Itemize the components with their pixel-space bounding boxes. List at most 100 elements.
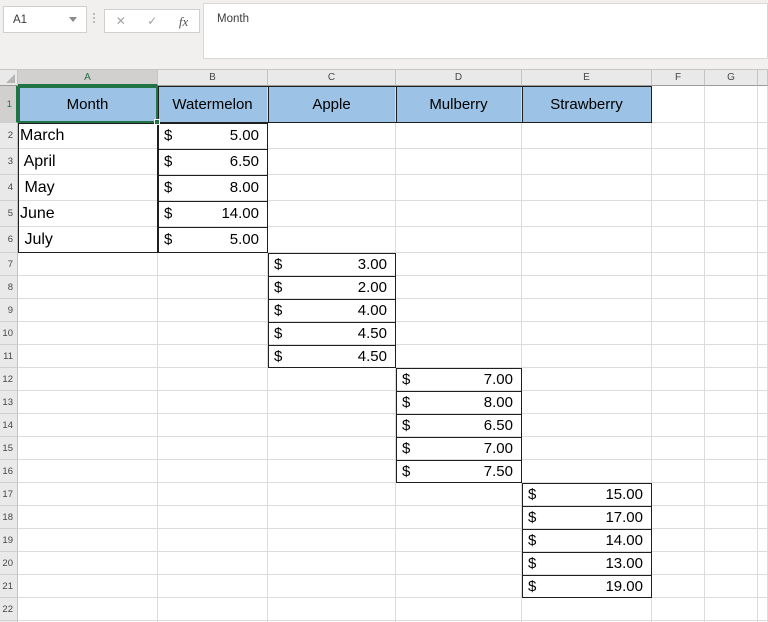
cell-A9[interactable] (18, 299, 158, 322)
column-header-C[interactable]: C (268, 70, 396, 86)
cell-partial-10[interactable] (758, 322, 768, 345)
cell-G2[interactable] (705, 123, 758, 149)
cell-D5[interactable] (396, 201, 522, 227)
cell-C11[interactable]: $4.50 (268, 345, 396, 368)
cell-G17[interactable] (705, 483, 758, 506)
cell-partial-16[interactable] (758, 460, 768, 483)
cell-F2[interactable] (652, 123, 705, 149)
cell-partial-6[interactable] (758, 227, 768, 253)
cell-A12[interactable] (18, 368, 158, 391)
cell-F22[interactable] (652, 598, 705, 621)
cell-E18[interactable]: $17.00 (522, 506, 652, 529)
cell-G9[interactable] (705, 299, 758, 322)
cell-F18[interactable] (652, 506, 705, 529)
cell-D8[interactable] (396, 276, 522, 299)
cell-A3[interactable]: April (18, 149, 158, 175)
cell-C15[interactable] (268, 437, 396, 460)
cell-B18[interactable] (158, 506, 268, 529)
cell-B17[interactable] (158, 483, 268, 506)
cell-G6[interactable] (705, 227, 758, 253)
cancel-icon[interactable]: ✕ (115, 14, 126, 28)
row-header-7[interactable]: 7 (0, 253, 18, 276)
row-header-1[interactable]: 1 (0, 86, 18, 123)
cell-C14[interactable] (268, 414, 396, 437)
cell-partial-18[interactable] (758, 506, 768, 529)
cell-D9[interactable] (396, 299, 522, 322)
column-header-E[interactable]: E (522, 70, 652, 86)
cell-partial-5[interactable] (758, 201, 768, 227)
cell-D12[interactable]: $7.00 (396, 368, 522, 391)
cell-E22[interactable] (522, 598, 652, 621)
cell-C13[interactable] (268, 391, 396, 414)
cell-partial-8[interactable] (758, 276, 768, 299)
column-header-B[interactable]: B (158, 70, 268, 86)
row-header-21[interactable]: 21 (0, 575, 18, 598)
cell-E9[interactable] (522, 299, 652, 322)
cell-C4[interactable] (268, 175, 396, 201)
cell-D18[interactable] (396, 506, 522, 529)
cell-C16[interactable] (268, 460, 396, 483)
cell-B15[interactable] (158, 437, 268, 460)
cell-G19[interactable] (705, 529, 758, 552)
cell-partial-11[interactable] (758, 345, 768, 368)
cell-C12[interactable] (268, 368, 396, 391)
formula-bar-input[interactable]: Month (203, 3, 768, 59)
cell-partial-19[interactable] (758, 529, 768, 552)
cell-B14[interactable] (158, 414, 268, 437)
cell-E14[interactable] (522, 414, 652, 437)
cell-A11[interactable] (18, 345, 158, 368)
cell-D20[interactable] (396, 552, 522, 575)
cell-D22[interactable] (396, 598, 522, 621)
row-header-3[interactable]: 3 (0, 149, 18, 175)
cell-A21[interactable] (18, 575, 158, 598)
cell-C19[interactable] (268, 529, 396, 552)
cell-B7[interactable] (158, 253, 268, 276)
cell-D11[interactable] (396, 345, 522, 368)
name-box[interactable]: A1 (3, 6, 87, 33)
cell-F6[interactable] (652, 227, 705, 253)
row-header-20[interactable]: 20 (0, 552, 18, 575)
cell-F5[interactable] (652, 201, 705, 227)
row-header-19[interactable]: 19 (0, 529, 18, 552)
cell-D1[interactable]: Mulberry (396, 86, 522, 123)
row-header-13[interactable]: 13 (0, 391, 18, 414)
cell-A17[interactable] (18, 483, 158, 506)
cell-D10[interactable] (396, 322, 522, 345)
cell-G14[interactable] (705, 414, 758, 437)
cell-A8[interactable] (18, 276, 158, 299)
cell-C6[interactable] (268, 227, 396, 253)
row-header-9[interactable]: 9 (0, 299, 18, 322)
cell-D17[interactable] (396, 483, 522, 506)
cell-F10[interactable] (652, 322, 705, 345)
cell-G8[interactable] (705, 276, 758, 299)
cell-B8[interactable] (158, 276, 268, 299)
cell-A6[interactable]: July (18, 227, 158, 253)
cell-C3[interactable] (268, 149, 396, 175)
cell-G1[interactable] (705, 86, 758, 123)
cell-B20[interactable] (158, 552, 268, 575)
row-header-8[interactable]: 8 (0, 276, 18, 299)
cell-D21[interactable] (396, 575, 522, 598)
cell-G3[interactable] (705, 149, 758, 175)
cell-G22[interactable] (705, 598, 758, 621)
cell-E8[interactable] (522, 276, 652, 299)
cell-F21[interactable] (652, 575, 705, 598)
column-header-A[interactable]: A (18, 70, 158, 86)
cell-A10[interactable] (18, 322, 158, 345)
cell-partial-21[interactable] (758, 575, 768, 598)
cell-E11[interactable] (522, 345, 652, 368)
cell-E21[interactable]: $19.00 (522, 575, 652, 598)
cell-B13[interactable] (158, 391, 268, 414)
cell-A2[interactable]: March (18, 123, 158, 149)
cell-D7[interactable] (396, 253, 522, 276)
cell-A13[interactable] (18, 391, 158, 414)
cell-D3[interactable] (396, 149, 522, 175)
cell-A5[interactable]: June (18, 201, 158, 227)
cell-B6[interactable]: $5.00 (158, 227, 268, 253)
cell-D4[interactable] (396, 175, 522, 201)
cell-partial-15[interactable] (758, 437, 768, 460)
cell-E1[interactable]: Strawberry (522, 86, 652, 123)
cell-partial-1[interactable] (758, 86, 768, 123)
cell-partial-20[interactable] (758, 552, 768, 575)
cell-F1[interactable] (652, 86, 705, 123)
